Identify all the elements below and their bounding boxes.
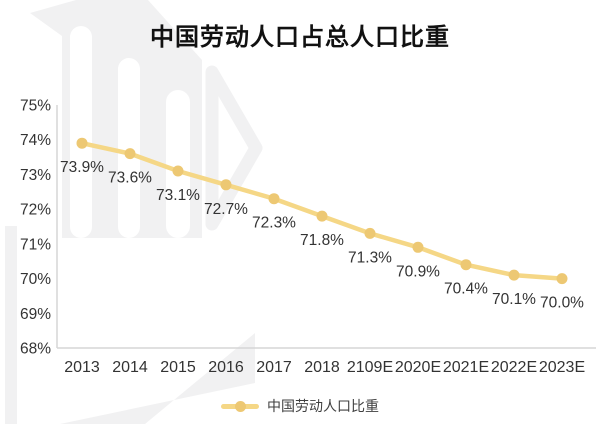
legend-label: 中国劳动人口比重 — [267, 398, 379, 414]
data-label: 72.3% — [252, 215, 296, 232]
x-tick-label: 2020E — [395, 359, 441, 376]
x-tick-label: 2013 — [64, 359, 100, 376]
y-tick-label: 71% — [20, 236, 51, 253]
data-point — [172, 165, 184, 177]
watermark-bar — [70, 26, 92, 238]
data-point — [268, 193, 280, 205]
watermark-strip — [5, 226, 17, 424]
x-tick-label: 2023E — [539, 359, 585, 376]
y-tick-label: 74% — [20, 132, 51, 149]
y-tick-label: 70% — [20, 271, 51, 288]
y-tick-label: 68% — [20, 341, 51, 358]
legend-line-marker-icon — [221, 400, 259, 412]
y-tick-label: 72% — [20, 202, 51, 219]
x-tick-label: 2015 — [160, 359, 196, 376]
data-point — [220, 179, 232, 191]
legend-dot-icon — [234, 400, 246, 412]
data-label: 73.1% — [156, 187, 200, 204]
data-label: 71.8% — [300, 232, 344, 249]
x-tick-label: 2018 — [304, 359, 340, 376]
data-label: 73.6% — [108, 170, 152, 187]
watermark-bar — [118, 58, 140, 238]
x-tick-label: 2014 — [112, 359, 148, 376]
page-title: 中国劳动人口占总人口比重 — [150, 24, 450, 51]
x-tick-label: 2017 — [256, 359, 292, 376]
data-point — [412, 241, 424, 253]
data-label: 70.1% — [492, 291, 536, 308]
data-label: 70.0% — [540, 295, 584, 312]
data-point — [364, 227, 376, 239]
x-tick-label: 2021E — [443, 359, 489, 376]
x-tick-label: 2016 — [208, 359, 244, 376]
data-label: 73.9% — [60, 159, 104, 176]
y-tick-label: 69% — [20, 306, 51, 323]
watermark-band — [60, 333, 255, 424]
data-label: 70.4% — [444, 281, 488, 298]
x-tick-label: 2022E — [491, 359, 537, 376]
data-label: 70.9% — [396, 263, 440, 280]
data-point — [460, 259, 472, 271]
y-tick-label: 73% — [20, 167, 51, 184]
watermark-bar — [166, 90, 190, 238]
data-point — [124, 148, 136, 160]
legend: 中国劳动人口比重 — [0, 396, 600, 416]
data-point — [76, 137, 88, 149]
y-tick-label: 75% — [20, 98, 51, 115]
data-point — [556, 273, 568, 285]
data-label: 71.3% — [348, 249, 392, 266]
data-label: 72.7% — [204, 201, 248, 218]
data-point — [316, 210, 328, 222]
data-point — [508, 269, 520, 281]
x-tick-label: 2109E — [347, 359, 393, 376]
